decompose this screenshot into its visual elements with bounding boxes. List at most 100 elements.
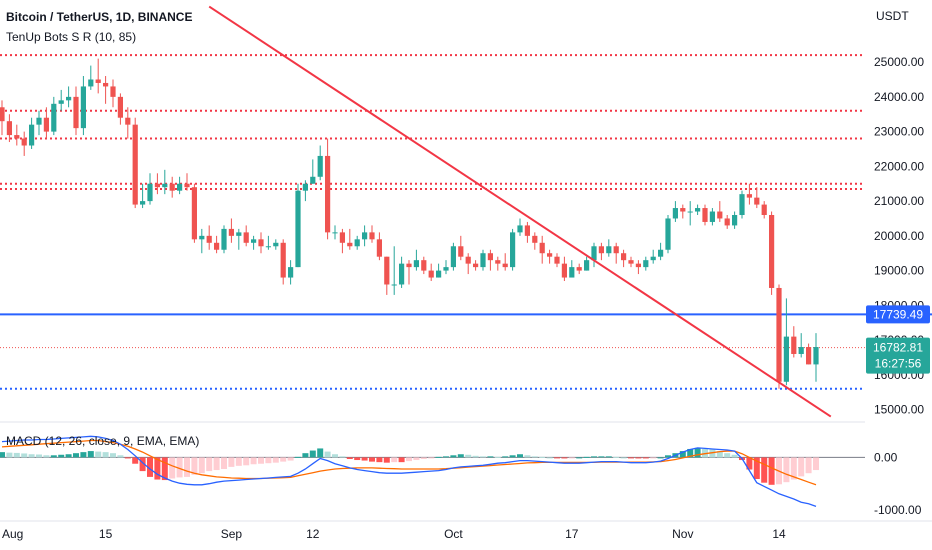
candle <box>103 82 109 87</box>
macd-histogram-bar <box>391 457 398 463</box>
macd-histogram-bar <box>169 457 176 479</box>
candle <box>524 225 530 236</box>
macd-histogram-bar <box>605 456 612 458</box>
candle <box>95 79 101 83</box>
symbol-title[interactable]: Bitcoin / TetherUS, 1D, BINANCE <box>6 10 193 24</box>
macd-histogram-bar <box>147 457 153 477</box>
macd-histogram-bar <box>798 457 805 477</box>
candle <box>443 267 449 271</box>
candle <box>258 239 264 247</box>
candle <box>228 228 234 236</box>
candle <box>406 263 412 268</box>
time-tick-label: Aug <box>2 527 23 541</box>
candle <box>73 96 79 129</box>
macd-line <box>1 435 817 508</box>
candle <box>125 117 131 125</box>
signal-line <box>1 439 817 486</box>
candle <box>288 267 294 278</box>
candle <box>206 235 212 243</box>
candle <box>436 270 442 278</box>
macd-title[interactable]: MACD (12, 26, close, 9, EMA, EMA) <box>6 434 200 448</box>
macd-histogram-bar <box>635 457 642 459</box>
macd-histogram-bar <box>13 452 20 458</box>
macd-histogram-bar <box>43 455 50 458</box>
macd-histogram-bar <box>642 457 649 459</box>
macd-histogram-bar <box>132 457 139 464</box>
macd-histogram-bar <box>87 451 94 458</box>
macd-histogram-bar <box>110 453 116 458</box>
macd-histogram-bar <box>687 448 694 458</box>
time-axis[interactable]: Aug 15 Sep 12 Oct 17 Nov 14 <box>2 527 786 541</box>
candle <box>754 197 760 205</box>
candle <box>88 79 94 87</box>
macd-histogram-bar <box>58 454 65 458</box>
candle <box>473 263 479 268</box>
candle <box>339 232 345 243</box>
macd-histogram-bar <box>295 456 301 458</box>
candle <box>169 183 175 191</box>
candle <box>162 183 168 188</box>
candle <box>117 96 123 118</box>
macd-histogram-bar <box>457 454 464 458</box>
candle <box>746 194 752 198</box>
candle <box>510 232 516 268</box>
countdown-text: 16:27:56 <box>875 357 922 371</box>
macd-histogram-bar <box>694 447 701 458</box>
candle <box>465 256 471 264</box>
candle <box>273 242 279 247</box>
macd-histogram-bar <box>339 456 346 458</box>
candle <box>487 253 493 261</box>
candle <box>458 246 464 257</box>
macd-histogram-bar <box>369 457 375 462</box>
candle <box>391 284 397 286</box>
candle <box>14 135 20 139</box>
macd-histogram-bar <box>184 457 190 477</box>
macd-histogram-bar <box>753 457 760 480</box>
trendline-layer[interactable] <box>208 5 832 418</box>
candles-layer[interactable] <box>0 58 819 389</box>
macd-histogram-bar <box>509 455 516 458</box>
candle <box>384 256 390 285</box>
candle <box>280 242 286 278</box>
macd-histogram-bar <box>480 456 486 458</box>
candle <box>643 260 649 268</box>
macd-histogram-bar <box>665 455 671 458</box>
macd-histogram-bar <box>228 457 235 467</box>
macd-histogram-bar <box>161 457 168 481</box>
indicator-title[interactable]: TenUp Bots S R (10, 85) <box>6 30 137 44</box>
macd-histogram-bar <box>524 455 531 458</box>
candle <box>132 124 138 205</box>
candle <box>184 183 190 188</box>
candle <box>29 124 35 146</box>
candle <box>110 86 116 97</box>
macd-histogram-bar <box>324 451 331 458</box>
macd-histogram-bar <box>124 457 131 459</box>
candle <box>658 249 664 257</box>
macd-histogram-bar <box>591 456 597 458</box>
candle <box>43 117 49 132</box>
candle <box>399 263 405 285</box>
candle <box>783 336 789 382</box>
candle <box>36 117 42 125</box>
candle <box>680 208 686 212</box>
macd-histogram-bar <box>613 456 620 458</box>
candle <box>621 253 627 261</box>
macd-histogram-bar <box>154 457 161 480</box>
candle <box>177 183 183 191</box>
candle <box>243 232 249 243</box>
macd-histogram-bar <box>95 451 102 458</box>
macd-histogram-bar <box>65 454 72 458</box>
downtrend-line <box>208 5 832 418</box>
candle <box>584 260 590 271</box>
candle <box>672 208 678 219</box>
macd-histogram-bar <box>813 457 819 471</box>
candle <box>517 225 523 233</box>
candle <box>695 208 701 212</box>
candle <box>236 232 242 236</box>
candle <box>317 155 323 177</box>
price-tick-label: 25000.00 <box>874 55 924 69</box>
macd-histogram-bar <box>420 457 427 459</box>
candle <box>613 246 619 254</box>
macd-histogram-bar <box>598 456 605 458</box>
